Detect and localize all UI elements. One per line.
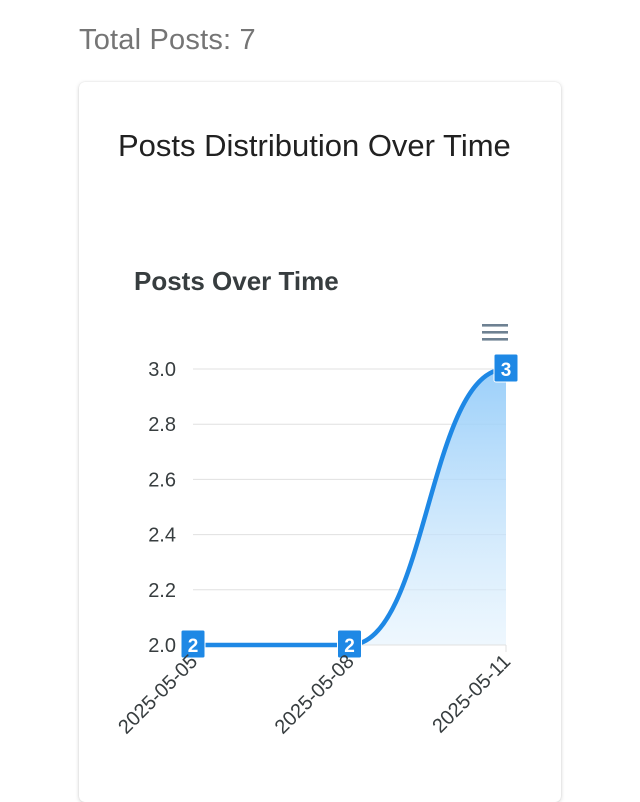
y-tick-label: 2.0	[148, 635, 176, 657]
data-label-text: 2	[188, 636, 199, 657]
area-fill	[193, 369, 506, 645]
series-line	[190, 366, 509, 648]
chart-title: Posts Over Time	[134, 266, 339, 296]
data-label: 3	[493, 353, 519, 383]
y-tick-label: 2.2	[148, 580, 176, 602]
y-tick-label: 2.6	[148, 469, 176, 491]
x-tick-label: 2025-05-08	[271, 651, 359, 739]
card-title: Posts Distribution Over Time	[118, 128, 511, 163]
menu-icon[interactable]	[482, 322, 508, 344]
data-label: 2	[180, 629, 206, 659]
x-axis: 2025-05-05 2025-05-08 2025-05-11	[114, 651, 515, 739]
data-labels: 2 2 3	[180, 353, 519, 659]
y-tick-label: 3.0	[148, 359, 176, 381]
data-label: 2	[337, 629, 362, 659]
x-tick-label: 2025-05-05	[114, 651, 202, 739]
y-axis: 3.0 2.8 2.6 2.4 2.2 2.0	[148, 359, 176, 657]
data-label-text: 2	[344, 636, 355, 657]
total-posts-label: Total Posts: 7	[79, 24, 256, 56]
data-label-text: 3	[501, 360, 512, 381]
y-tick-label: 2.4	[148, 525, 176, 547]
y-tick-label: 2.8	[148, 414, 176, 436]
x-tick-label: 2025-05-11	[428, 651, 515, 738]
posts-over-time-chart: Posts Over Time 3.0 2.8 2.6 2.4 2.2 2.0 2 2 3 2…	[114, 266, 519, 739]
posts-distribution-card: Posts Distribution Over Time Posts Over …	[79, 82, 561, 802]
